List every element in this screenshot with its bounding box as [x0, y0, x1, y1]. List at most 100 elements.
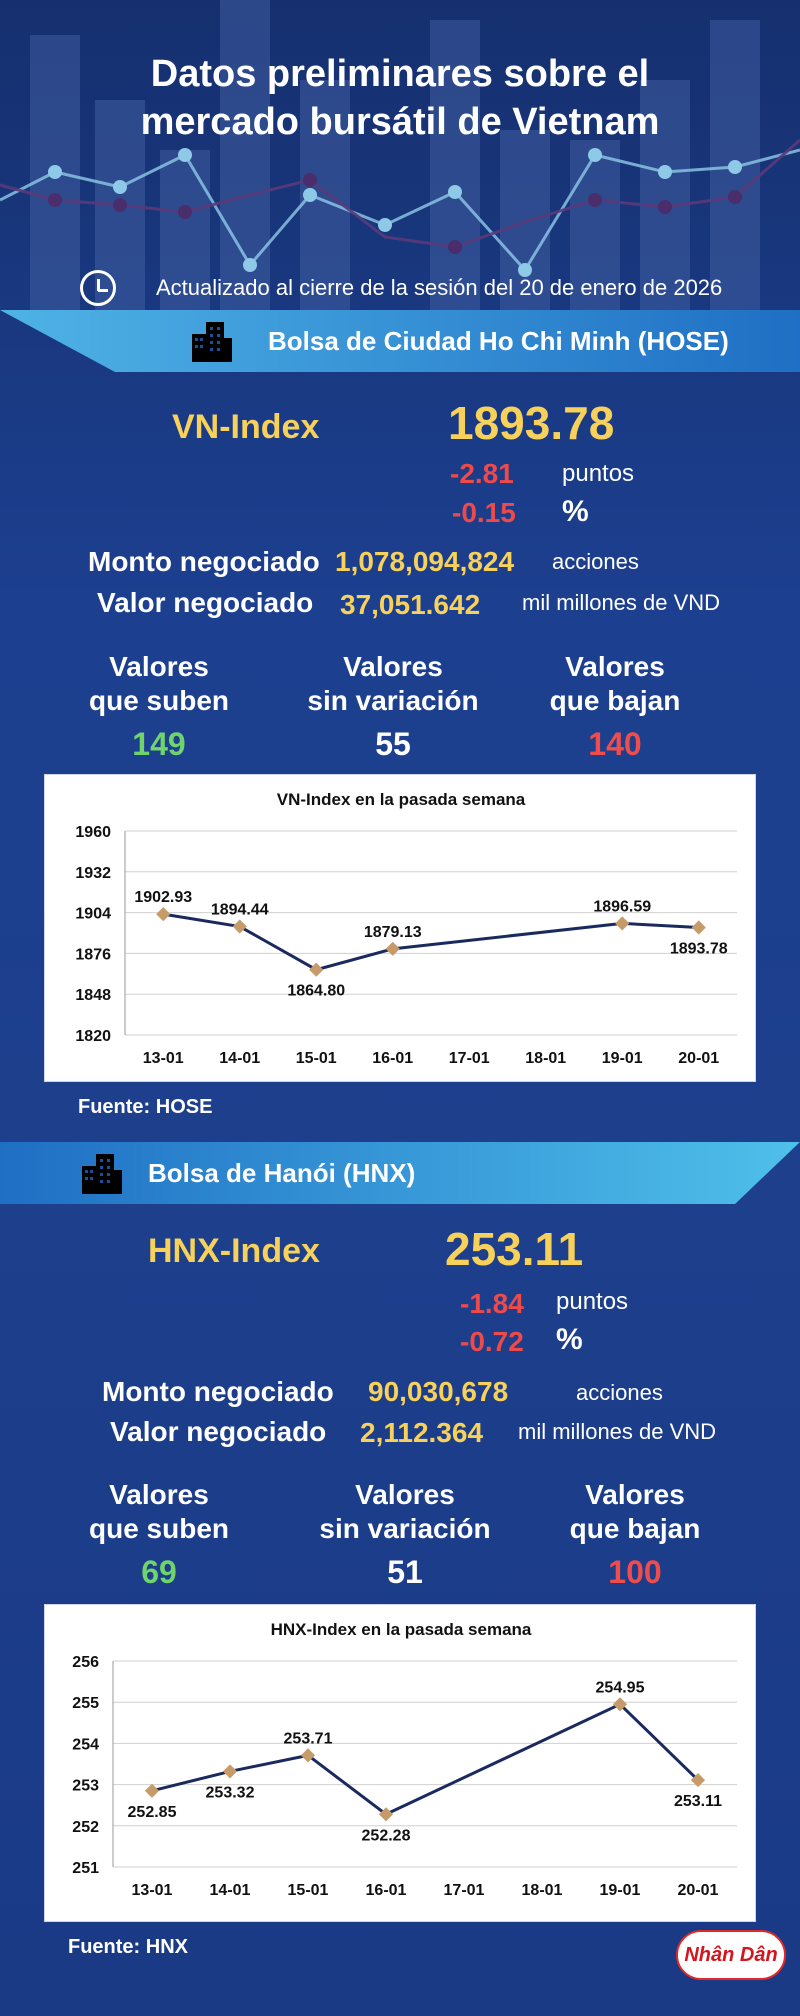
- vn-index-value: 1893.78: [448, 397, 615, 449]
- hnx-value-unit: mil millones de VND: [518, 1419, 717, 1444]
- data-label: 252.28: [362, 1827, 411, 1844]
- y-tick-label: 1820: [75, 1028, 111, 1045]
- hnx-banner-strip: [0, 1142, 800, 1204]
- hnx-index-points-unit: puntos: [556, 1288, 629, 1315]
- hose-flat-label-2: sin variación: [307, 685, 479, 716]
- title-line-1: Datos preliminares sobre el: [150, 53, 650, 95]
- hnx-index-change-pct: -0.72: [460, 1326, 524, 1357]
- nhan-dan-logo: Nhân Dân: [676, 1930, 786, 1980]
- data-label: 254.95: [596, 1679, 645, 1696]
- hose-exchange-name: Bolsa de Ciudad Ho Chi Minh (HOSE): [268, 326, 729, 356]
- x-tick-label: 18-01: [522, 1882, 563, 1899]
- building-icon: [192, 322, 232, 362]
- vn-index-change-points: -2.81: [450, 458, 514, 489]
- data-point: [232, 919, 247, 934]
- data-point: [691, 920, 706, 935]
- hose-value-unit: mil millones de VND: [522, 590, 721, 615]
- hose-value-label: Valor negociado: [97, 587, 314, 618]
- data-point: [385, 941, 400, 956]
- update-text: Actualizado al cierre de la sesión del 2…: [156, 275, 723, 300]
- hnx-down-label-2: que bajan: [569, 1513, 701, 1544]
- vn-index-chart-svg: VN-Index en la pasada semana 1960 1932 1904…: [75, 790, 737, 1067]
- y-tick-label: 256: [72, 1654, 99, 1671]
- data-label: 1894.44: [211, 902, 269, 919]
- data-point: [690, 1772, 706, 1788]
- hnx-advancers: Valores que suben 69: [44, 1478, 274, 1591]
- hnx-banner: Bolsa de Hanói (HNX): [0, 1142, 800, 1204]
- vn-index-change-pct: -0.15: [452, 497, 516, 528]
- hose-down-count: 140: [588, 726, 642, 762]
- data-label: 252.85: [128, 1804, 177, 1821]
- chart-title: HNX-Index en la pasada semana: [271, 1620, 532, 1639]
- vn-index-chart: VN-Index en la pasada semana 1960 1932 1904…: [44, 774, 756, 1082]
- hose-flat-label-1: Valores: [343, 651, 443, 682]
- x-tick-label: 20-01: [678, 1882, 719, 1899]
- header: Datos preliminares sobre el mercado burs…: [0, 0, 800, 310]
- hose-value-value: 37,051.642: [340, 589, 481, 620]
- x-tick-label: 16-01: [366, 1882, 407, 1899]
- y-tick-label: 254: [72, 1736, 99, 1753]
- x-tick-label: 14-01: [210, 1882, 251, 1899]
- hnx-up-count: 69: [141, 1554, 177, 1590]
- hose-decliners: Valores que bajan 140: [500, 650, 730, 763]
- clock-icon: [80, 270, 116, 306]
- hose-down-label-1: Valores: [565, 651, 665, 682]
- y-tick-label: 252: [72, 1819, 99, 1836]
- hose-unchanged: Valores sin variación 55: [278, 650, 508, 763]
- data-point: [156, 907, 171, 922]
- hnx-unchanged: Valores sin variación 51: [290, 1478, 520, 1591]
- y-tick-label: 1876: [75, 946, 111, 963]
- x-tick-label: 19-01: [600, 1882, 641, 1899]
- hnx-volume-label: Monto negociado: [102, 1376, 334, 1407]
- update-info: Actualizado al cierre de la sesión del 2…: [80, 268, 722, 308]
- data-point: [612, 1697, 628, 1712]
- header-background: [0, 0, 800, 310]
- series-line: [151, 1702, 700, 1817]
- y-tick-label: 1932: [75, 865, 111, 882]
- hnx-index-chart: HNX-Index en la pasada semana 256 255 254 25…: [44, 1604, 756, 1922]
- x-tick-label: 15-01: [288, 1882, 329, 1899]
- hnx-exchange-name: Bolsa de Hanói (HNX): [148, 1158, 416, 1188]
- vn-index-points-unit: puntos: [562, 460, 635, 487]
- data-label: 253.71: [284, 1730, 333, 1747]
- x-tick-label: 13-01: [132, 1882, 173, 1899]
- hnx-source: Fuente: HNX: [68, 1936, 188, 1958]
- x-tick-label: 18-01: [525, 1050, 566, 1067]
- y-tick-label: 255: [72, 1695, 99, 1712]
- hose-up-label-1: Valores: [109, 651, 209, 682]
- y-tick-label: 251: [72, 1860, 99, 1877]
- hnx-flat-label-1: Valores: [355, 1479, 455, 1510]
- building-icon: [82, 1154, 122, 1194]
- x-tick-label: 19-01: [602, 1050, 643, 1067]
- hose-banner: Bolsa de Ciudad Ho Chi Minh (HOSE): [0, 310, 800, 372]
- hose-up-count: 149: [132, 726, 186, 762]
- hnx-value-value: 2,112.364: [360, 1417, 484, 1448]
- hnx-index-pct-unit: %: [556, 1323, 583, 1356]
- hnx-flat-count: 51: [387, 1554, 423, 1590]
- x-tick-label: 13-01: [143, 1050, 184, 1067]
- hose-advancers: Valores que suben 149: [44, 650, 274, 763]
- hnx-decliners: Valores que bajan 100: [520, 1478, 750, 1591]
- hose-volume-label: Monto negociado: [88, 546, 320, 577]
- data-point: [300, 1748, 316, 1763]
- data-point: [144, 1783, 160, 1798]
- hnx-index-value: 253.11: [445, 1223, 584, 1275]
- series-line: [163, 912, 699, 972]
- data-label: 1879.13: [364, 924, 422, 941]
- y-tick-label: 1904: [75, 906, 111, 923]
- vn-index-name: VN-Index: [172, 408, 320, 446]
- hose-volume-unit: acciones: [552, 549, 639, 574]
- hose-volume-value: 1,078,094,824: [335, 546, 515, 577]
- data-point: [309, 962, 324, 977]
- hnx-down-label-1: Valores: [585, 1479, 685, 1510]
- hose-down-label-2: que bajan: [549, 685, 681, 716]
- hnx-up-label-2: que suben: [88, 1513, 229, 1544]
- data-label: 1896.59: [593, 898, 651, 915]
- y-tick-label: 1848: [75, 987, 111, 1004]
- x-tick-label: 17-01: [444, 1882, 485, 1899]
- x-tick-label: 15-01: [296, 1050, 337, 1067]
- data-label: 253.11: [674, 1793, 722, 1810]
- x-tick-label: 14-01: [219, 1050, 260, 1067]
- hnx-volume-value: 90,030,678: [368, 1376, 509, 1407]
